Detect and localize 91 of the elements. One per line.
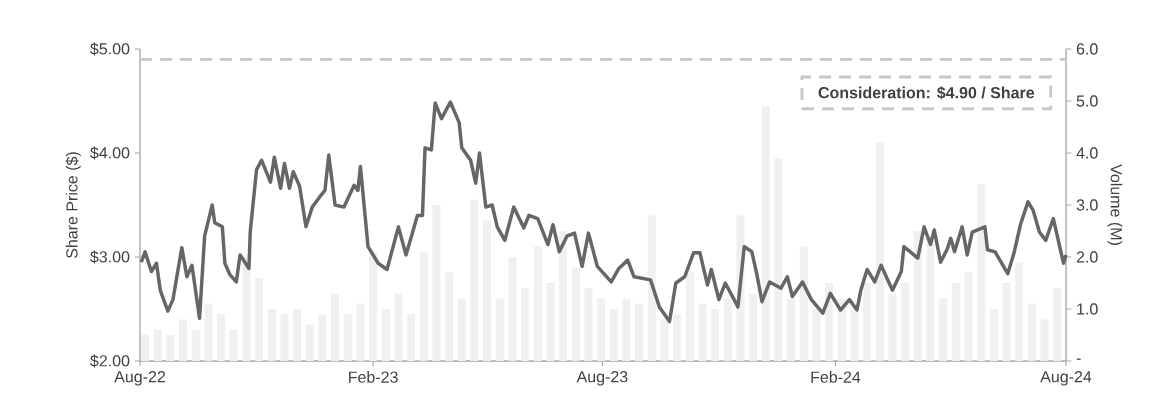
x-tick-label: Aug-24 [1040,371,1092,386]
bar [546,283,555,361]
bar [166,335,175,361]
bar [495,298,504,361]
y2-tick-label: 5.0 [1076,95,1098,107]
bar [571,267,580,361]
bar [584,288,593,361]
bar [1040,319,1049,361]
bar [698,303,707,361]
bar [318,314,327,361]
line-series [139,100,1068,324]
y-axis-title: Share Price ($) [65,152,81,259]
bar [787,298,796,361]
bar [926,236,935,361]
bar [293,309,302,361]
bar [799,246,808,361]
y2-tick-label: 3.0 [1076,199,1098,211]
bar [850,309,859,361]
y2-tick-label: 2.0 [1076,251,1098,263]
bar [939,298,948,361]
x-tick-label: Aug-23 [576,371,628,386]
bar [635,303,644,361]
bar [356,303,365,361]
bar [622,298,631,361]
bar [660,319,669,361]
bar [217,314,226,361]
bar [951,283,960,361]
bar [331,293,340,361]
bar [394,293,403,361]
bar [305,324,314,361]
bar [989,309,998,361]
y2-axis-title: Volume (M) [1107,164,1123,245]
bar [875,142,884,361]
bar [343,314,352,361]
y-tick-label: $3.00 [90,250,130,264]
bar [685,272,694,361]
bar [761,106,770,361]
bar [1015,262,1024,361]
bar [1027,303,1036,361]
bar [913,231,922,361]
y2-tick-label: 4.0 [1076,147,1098,159]
bar [521,288,530,361]
bar [242,257,251,361]
bar [812,309,821,361]
bar [381,309,390,361]
y2-tick-label: 6.0 [1076,43,1098,55]
bar [723,298,732,361]
bar [457,298,466,361]
bar [508,257,517,361]
ref-line-label: Consideration: $4.90 / Share [818,86,1035,100]
bar [977,184,986,361]
bar [483,220,492,361]
bar [204,303,213,361]
bar [673,314,682,361]
bar [1053,288,1062,361]
bar [1002,283,1011,361]
bar [432,205,441,361]
bar [597,298,606,361]
bar [647,215,656,361]
bar [407,314,416,361]
bar [711,309,720,361]
bar [369,251,378,361]
bar [609,309,618,361]
y-tick-label: $5.00 [90,42,130,56]
bar [837,298,846,361]
bar [141,335,150,361]
bar [559,231,568,361]
x-tick-label: Aug-22 [114,371,165,386]
bar [964,272,973,361]
y-tick-label: $4.00 [90,146,130,160]
bar [191,329,200,361]
y2-tick-label: 1.0 [1077,303,1098,315]
bar [901,283,910,361]
x-tick-label: Feb-23 [349,371,398,383]
y2-tick-label: - [1076,358,1081,360]
bar [267,309,276,361]
y-tick-label: $2.00 [90,354,130,368]
x-tick-label: Feb-24 [811,371,861,383]
bar [774,158,783,361]
bar [533,246,542,361]
bar [280,314,289,361]
bar [888,293,897,361]
bar [255,277,264,361]
bar [229,329,238,361]
bar [863,283,872,361]
bar [749,293,758,361]
bar [419,251,428,361]
bar [179,319,188,361]
bar [445,272,454,361]
bar [470,199,479,361]
bar [153,329,162,361]
